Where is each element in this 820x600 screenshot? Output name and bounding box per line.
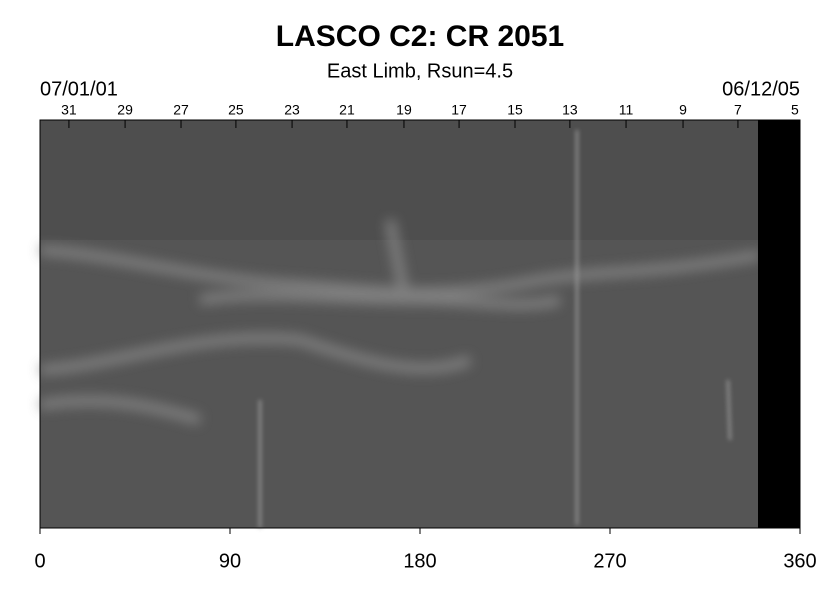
x-tick-label: 270 [593, 550, 626, 572]
top-tick-label: 23 [284, 102, 300, 118]
x-tick-label: 0 [34, 550, 45, 572]
top-tick-label: 17 [451, 102, 467, 118]
top-tick-label: 31 [61, 102, 77, 118]
x-tick-label: 90 [219, 550, 241, 572]
top-tick-label: 9 [679, 102, 687, 118]
top-tick-label: 13 [562, 102, 578, 118]
top-tick-label: 7 [734, 102, 742, 118]
end-date: 06/12/05 [722, 78, 800, 100]
top-tick-label: 21 [339, 102, 355, 118]
top-tick-label: 15 [507, 102, 523, 118]
x-tick-label: 180 [403, 550, 436, 572]
x-tick-label: 360 [783, 550, 816, 572]
top-tick-label: 11 [619, 102, 634, 118]
top-tick-label: 25 [228, 102, 244, 118]
top-tick-label: 29 [117, 102, 133, 118]
chart-title: LASCO C2: CR 2051 [276, 20, 564, 53]
top-tick-label: 27 [173, 102, 189, 118]
top-tick-label: 5 [791, 102, 799, 118]
top-tick-label: 19 [396, 102, 412, 118]
start-date: 07/01/01 [40, 78, 118, 100]
chart-subtitle: East Limb, Rsun=4.5 [327, 60, 513, 82]
synoptic-image [39, 119, 801, 529]
